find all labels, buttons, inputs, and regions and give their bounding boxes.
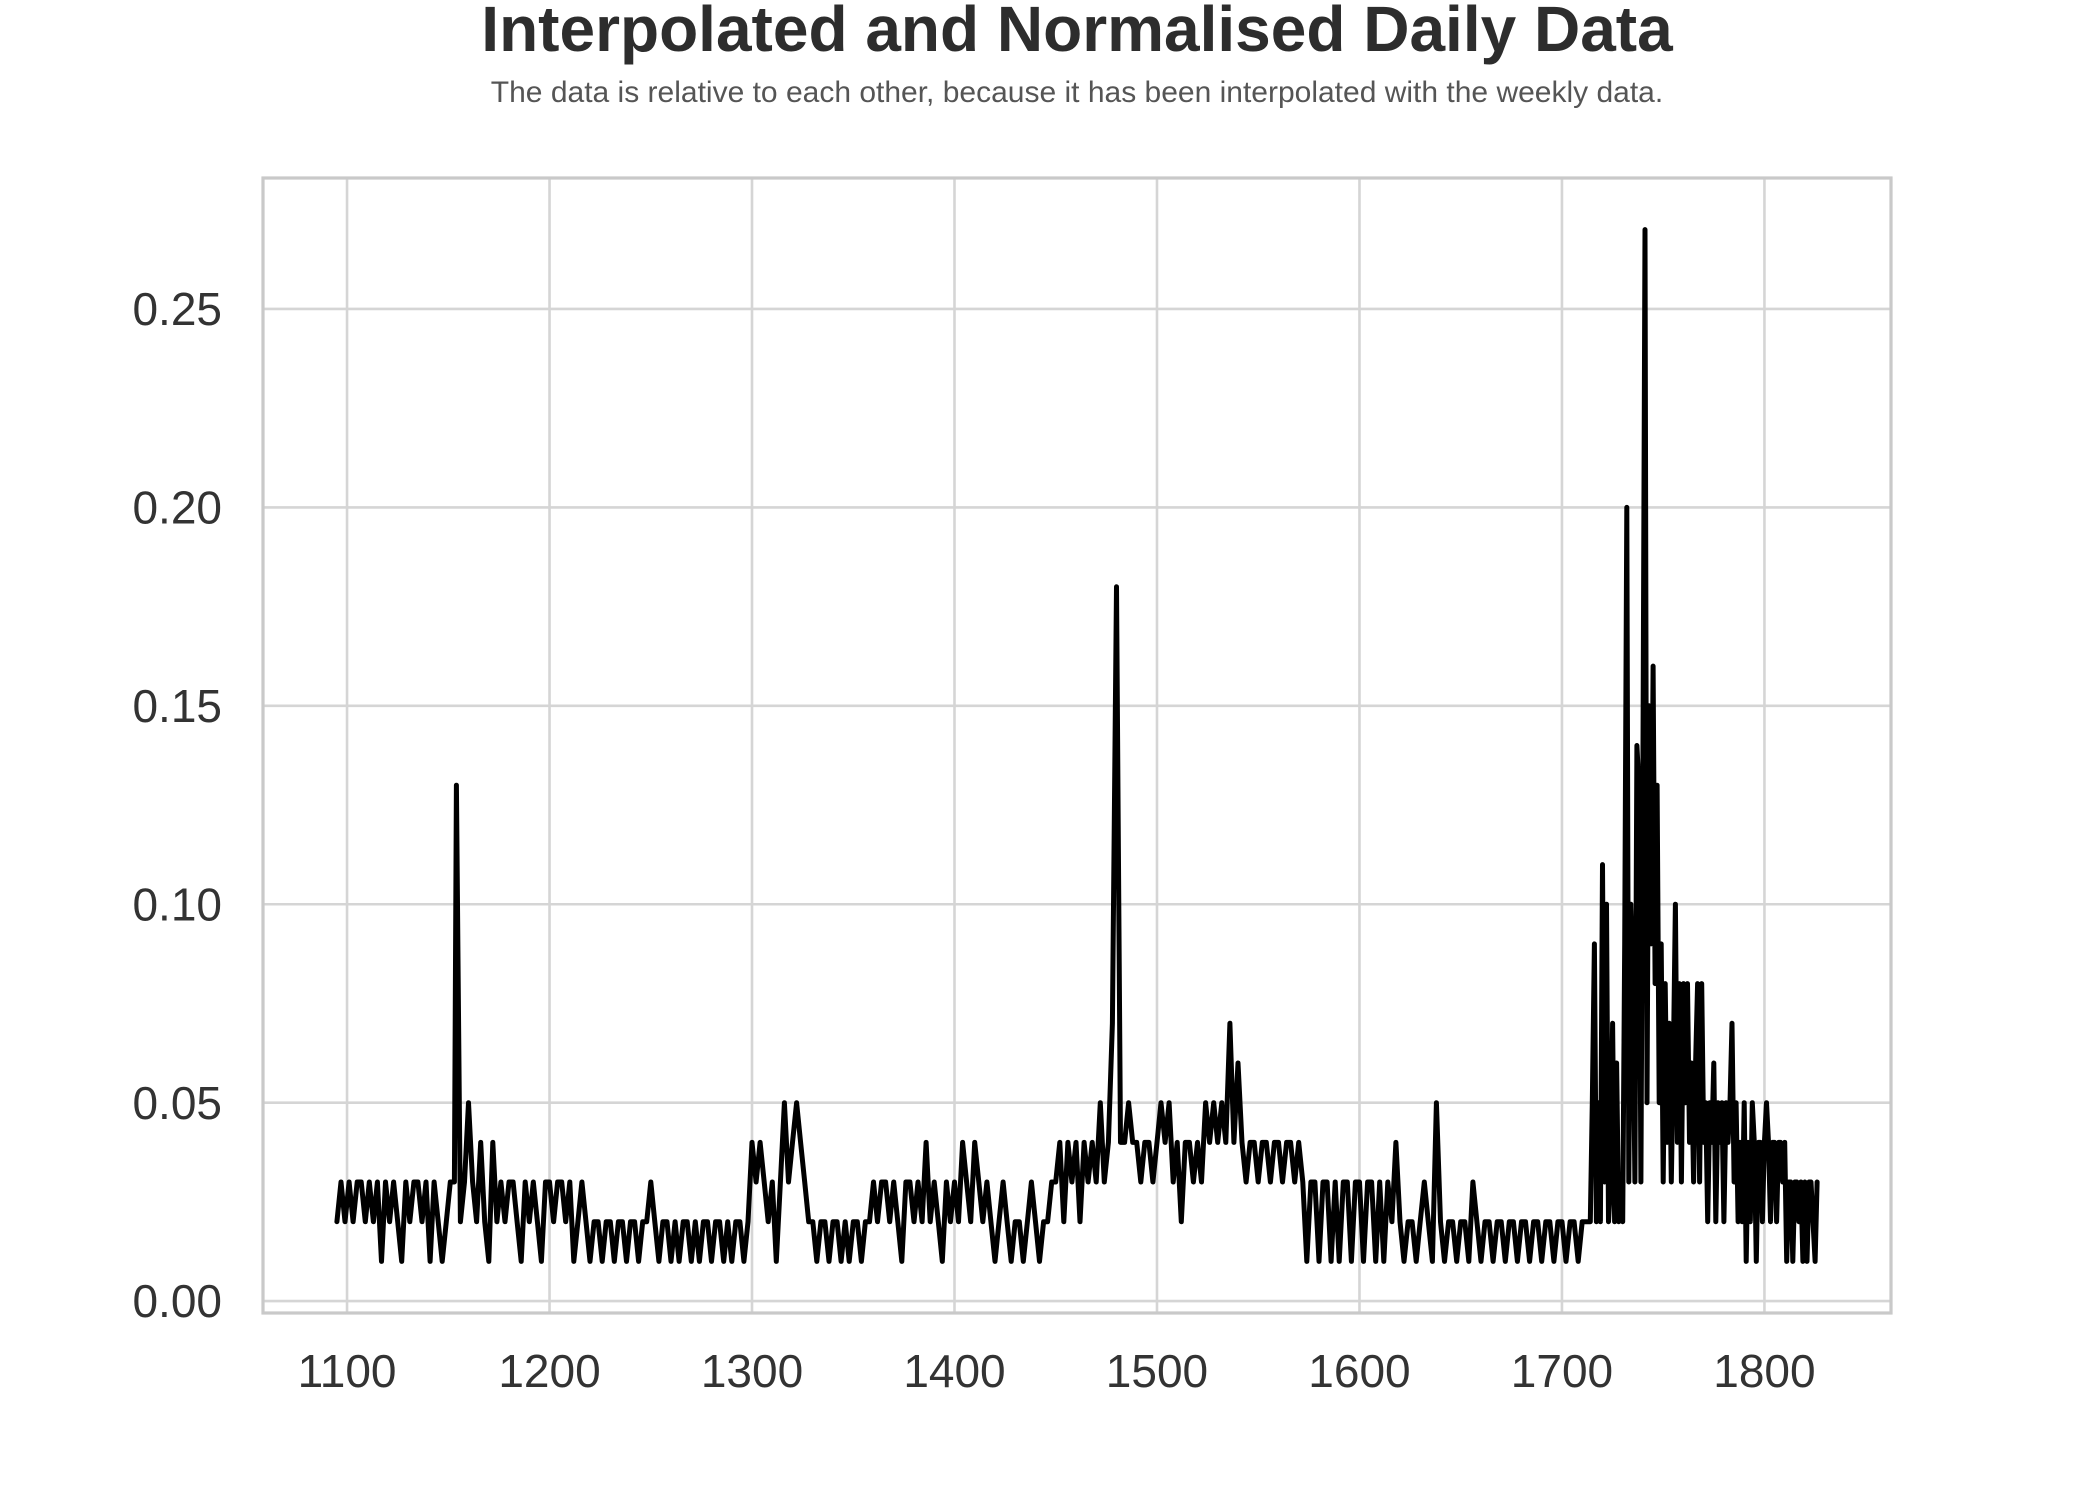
plot-border <box>261 176 1893 1315</box>
y-tick-label: 0.20 <box>132 481 222 533</box>
chart-subtitle: The data is relative to each other, beca… <box>490 76 1664 109</box>
x-tick-label: 1700 <box>1511 1345 1613 1397</box>
x-tick-label: 1800 <box>1713 1345 1815 1397</box>
y-tick-label: 0.25 <box>132 283 222 335</box>
x-tick-label: 1500 <box>1106 1345 1208 1397</box>
x-tick-label: 1400 <box>903 1345 1005 1397</box>
chart-title: Interpolated and Normalised Daily Data <box>481 0 1673 65</box>
x-tick-label: 1600 <box>1308 1345 1410 1397</box>
data-line <box>334 227 1820 1264</box>
y-tick-label: 0.05 <box>132 1077 222 1129</box>
x-tick-label: 1300 <box>701 1345 803 1397</box>
x-tick-label: 1100 <box>298 1345 397 1397</box>
y-tick-label: 0.10 <box>132 878 222 930</box>
y-tick-label: 0.00 <box>132 1275 222 1327</box>
x-tick-label: 1200 <box>498 1345 600 1397</box>
y-tick-label: 0.15 <box>132 680 222 732</box>
